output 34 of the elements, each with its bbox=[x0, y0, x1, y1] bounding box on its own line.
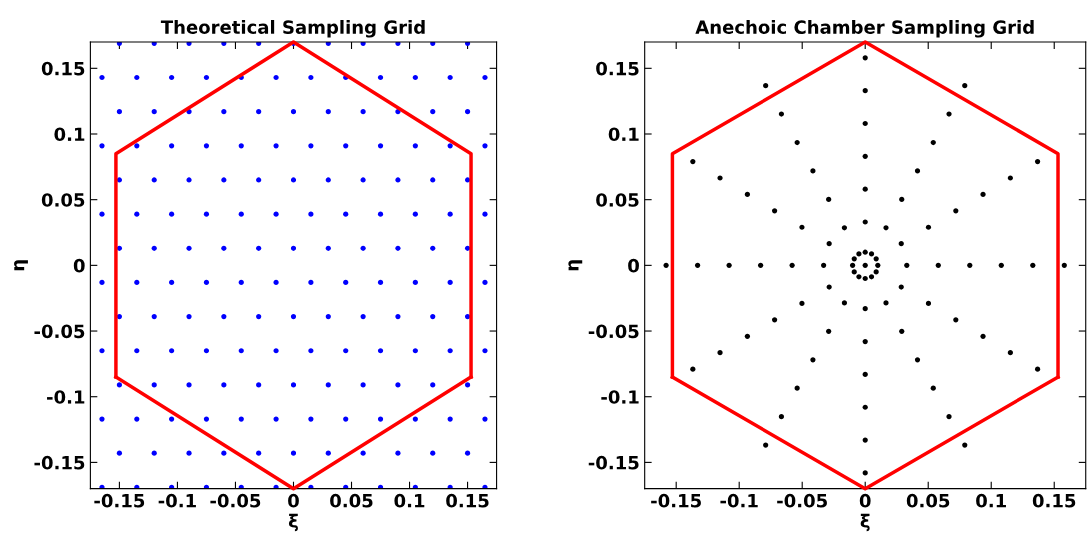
y-tick-label: -0.05 bbox=[34, 324, 85, 339]
x-tick-label: -0.15 bbox=[651, 493, 701, 508]
x-tick-label: -0.1 bbox=[720, 493, 758, 508]
x-tick-label: 0.05 bbox=[906, 493, 950, 508]
x-tick-label: -0.05 bbox=[210, 493, 261, 508]
y-axis-title: η bbox=[14, 260, 28, 271]
y-tick-label: 0.05 bbox=[41, 193, 85, 207]
y-tick-label: -0.15 bbox=[34, 455, 85, 470]
x-tick-label: 0.05 bbox=[330, 493, 373, 508]
x-tick-label: -0.15 bbox=[94, 493, 145, 508]
y-tick-label: -0.1 bbox=[47, 390, 85, 404]
x-tick-label: -0.1 bbox=[158, 493, 196, 508]
x-tick-label: 0.1 bbox=[976, 493, 1006, 508]
y-tick-label: -0.15 bbox=[588, 455, 639, 470]
y-tick-label: 0.05 bbox=[596, 193, 639, 207]
chart-title: Theoretical Sampling Grid bbox=[160, 19, 425, 38]
x-tick-label: 0.15 bbox=[1032, 493, 1076, 508]
y-tick-label: 0 bbox=[628, 258, 639, 273]
x-axis-title: ξ bbox=[288, 513, 298, 532]
y-tick-label: 0 bbox=[73, 258, 85, 273]
x-tick-label: 0.15 bbox=[446, 493, 489, 508]
x-tick-label: 0.1 bbox=[394, 493, 425, 508]
x-tick-label: 0 bbox=[859, 493, 871, 508]
chart-title: Anechoic Chamber Sampling Grid bbox=[695, 19, 1034, 38]
y-tick-label: 0.15 bbox=[596, 61, 639, 76]
y-tick-label: -0.1 bbox=[601, 390, 639, 404]
x-tick-label: 0 bbox=[288, 493, 299, 508]
y-tick-label: -0.05 bbox=[588, 324, 639, 339]
x-axis-title: ξ bbox=[860, 513, 870, 532]
x-tick-label: -0.05 bbox=[777, 493, 827, 508]
y-tick-label: 0.1 bbox=[608, 127, 639, 142]
y-axis-title: η bbox=[568, 260, 583, 271]
y-tick-label: 0.1 bbox=[54, 127, 85, 142]
y-tick-label: 0.15 bbox=[41, 61, 85, 76]
